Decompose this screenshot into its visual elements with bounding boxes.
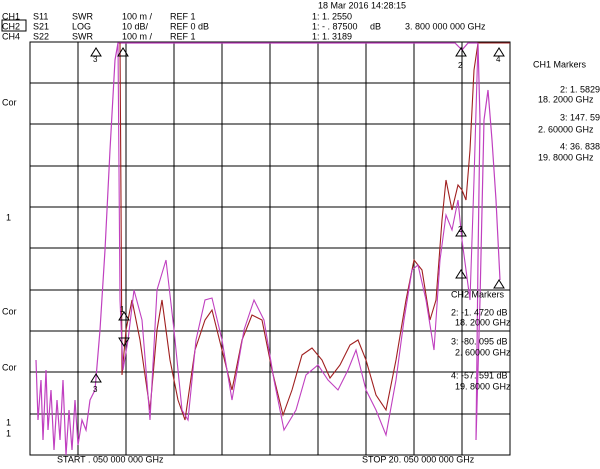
marker-readout: 2. 60000 GHz — [538, 124, 594, 134]
readout: 1: 1. 2550 — [312, 11, 352, 21]
channel-id: CH2 — [2, 21, 20, 31]
start-frequency: START . 050 000 000 GHz — [57, 454, 164, 464]
marker-readout: 3: -80. 095 dB — [451, 336, 508, 346]
readout: 1: 1. 3189 — [312, 31, 352, 41]
markers — [90, 47, 505, 383]
marker-readout: 19. 8000 GHz — [538, 152, 594, 162]
channel-id: CH4 — [2, 31, 20, 41]
left-label: Cor — [2, 306, 17, 316]
left-label: 1 — [6, 417, 11, 427]
svg-text:3: 3 — [93, 385, 98, 394]
marker-readout: 2. 60000 GHz — [455, 347, 511, 357]
reference: REF 1 — [170, 11, 196, 21]
left-label: Cor — [2, 97, 17, 107]
svg-text:3: 3 — [93, 55, 98, 64]
marker-readout: 2: -1. 4720 dB — [451, 307, 508, 317]
format: SWR — [72, 11, 93, 21]
scale: 100 m / — [122, 31, 153, 41]
format: SWR — [72, 31, 93, 41]
scale: 100 m / — [122, 11, 153, 21]
svg-text:2: 2 — [458, 225, 463, 234]
frequency: 3. 800 000 000 GHz — [405, 21, 486, 31]
marker-readout: 2: 1. 5829 — [560, 84, 600, 94]
stop-frequency: STOP 20. 050 000 000 GHz — [362, 454, 475, 464]
left-label: 1 — [6, 428, 11, 438]
readout: 1: - . 87500 — [312, 21, 358, 31]
timestamp: 18 Mar 2016 14:28:15 — [318, 0, 406, 10]
format: LOG — [72, 21, 91, 31]
marker-readout: 4: -57. 591 dB — [451, 370, 508, 380]
marker-readout: 18. 2000 GHz — [455, 317, 511, 327]
reference: REF 0 dB — [170, 21, 209, 31]
markers-title: CH2 Markers — [451, 289, 505, 299]
marker-readout: 4: 36. 838 — [560, 141, 600, 151]
active-channel-box — [1, 19, 27, 32]
parameter: S21 — [33, 21, 49, 31]
parameter: S11 — [33, 11, 48, 21]
trace-s22 — [35, 42, 501, 456]
svg-text:4: 4 — [496, 55, 501, 64]
unit: dB — [370, 21, 381, 31]
left-label: 1 — [6, 212, 11, 222]
channel-id: CH1 — [2, 11, 20, 21]
marker-readout: 18. 2000 GHz — [538, 94, 594, 104]
svg-text:1: 1 — [120, 305, 125, 314]
trace-s21 — [119, 42, 510, 421]
marker-readout: 3: 147. 59 — [560, 112, 600, 122]
graticule — [29, 41, 511, 456]
marker-readout: 19. 8000 GHz — [455, 381, 511, 391]
scale: 10 dB/ — [122, 21, 149, 31]
reference: REF 1 — [170, 31, 196, 41]
trace-s21-mem — [117, 42, 479, 437]
svg-text:2: 2 — [458, 61, 463, 70]
parameter: S22 — [33, 31, 49, 41]
left-label: Cor — [2, 362, 17, 372]
markers-title: CH1 Markers — [533, 59, 587, 69]
marker-numbers: 3 4 2 3 2 1 — [93, 55, 501, 394]
